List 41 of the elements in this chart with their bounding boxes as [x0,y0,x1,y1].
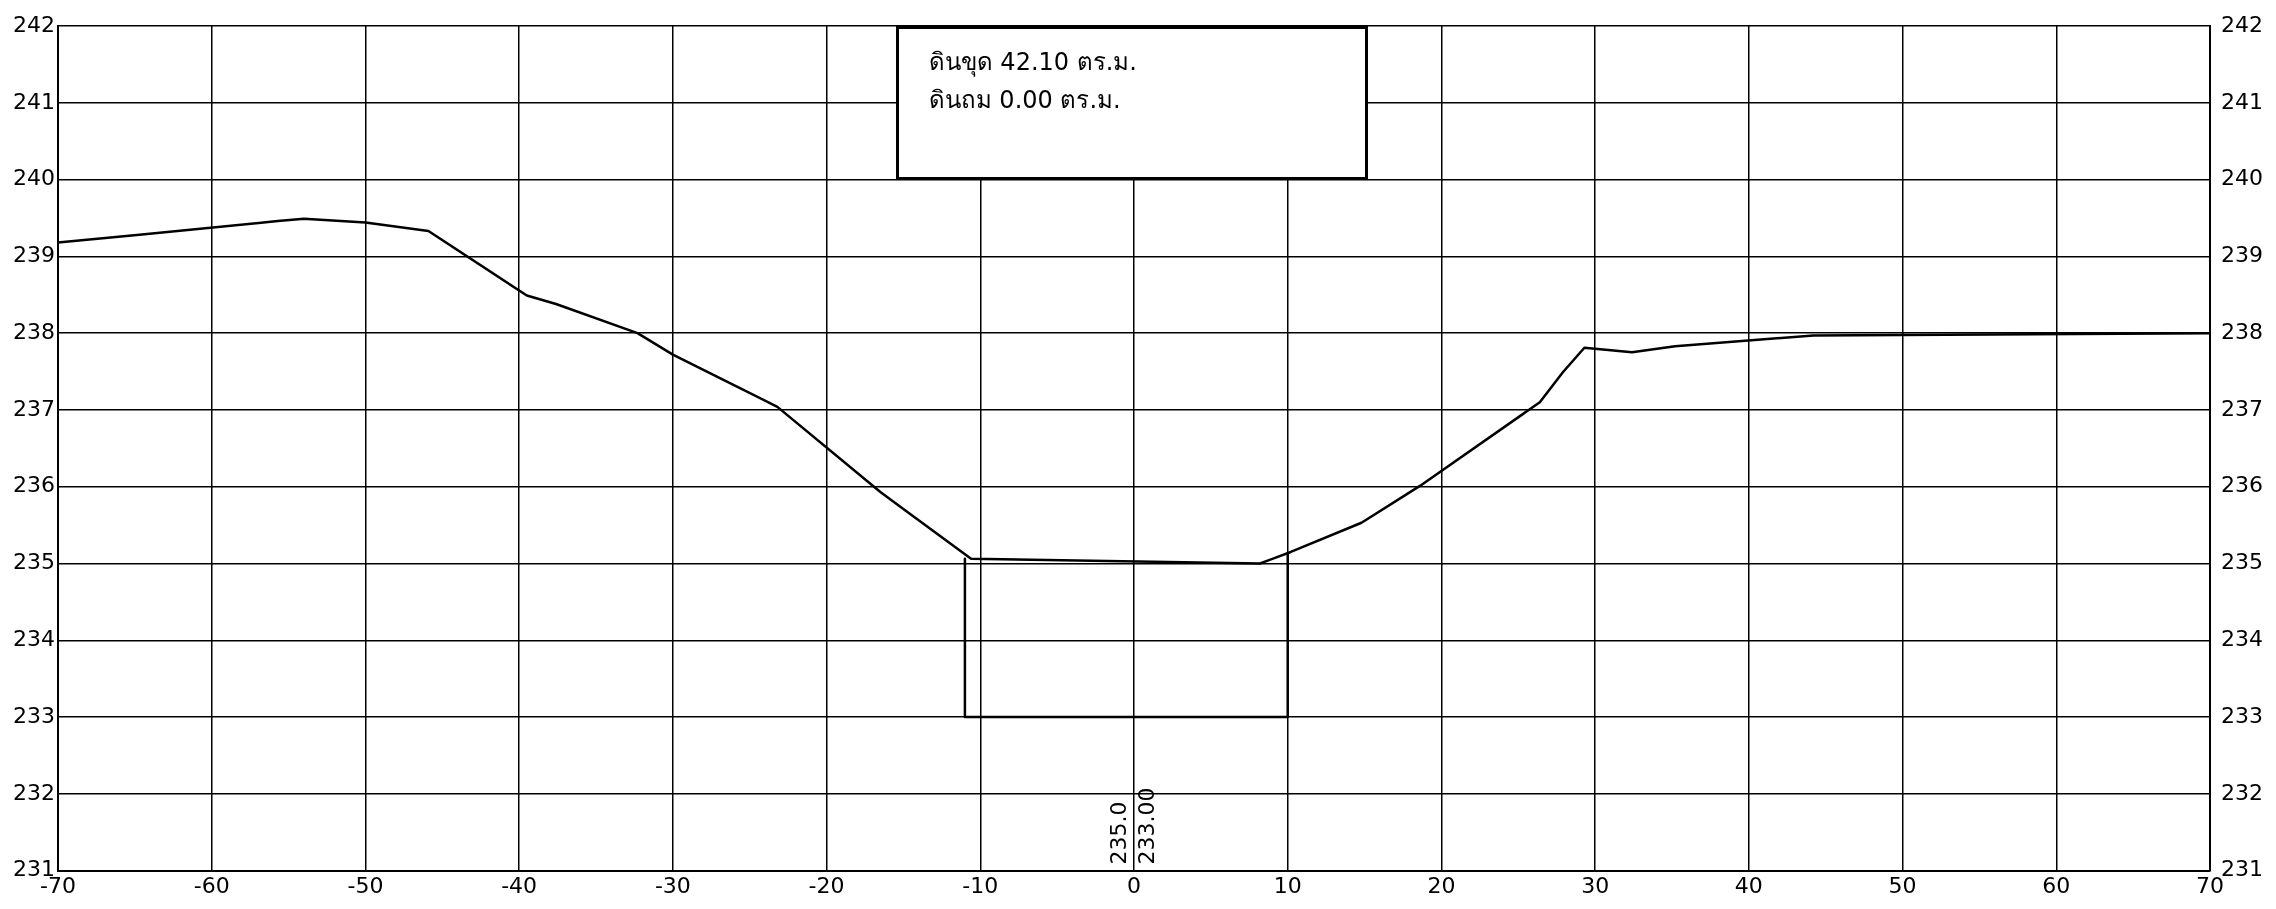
y2-tick-label: 242 [2221,11,2264,37]
x-tick-label: 30 [1581,872,1610,898]
y2-tick-label: 234 [2221,625,2264,651]
annotation: 235.0 [1105,801,1131,865]
y-tick-label: 237 [12,395,55,421]
y2-tick-label: 235 [2221,549,2264,575]
x-tick-label: -10 [962,872,999,898]
annotation: ดินถม 0.00 ตร.ม. [928,85,1122,116]
x-tick-label: -50 [347,872,384,898]
y-tick-label: 232 [12,779,55,805]
annotation: ดินขุด 42.10 ตร.ม. [928,47,1138,79]
y2-tick-label: 233 [2221,702,2264,728]
y-tick-label: 239 [12,242,55,268]
y-tick-label: 233 [12,702,55,728]
x-tick-label: 10 [1273,872,1302,898]
y-tick-label: 241 [12,88,55,114]
y2-tick-label: 239 [2221,242,2264,268]
x-tick-label: -40 [501,872,538,898]
y-tick-label: 236 [12,472,55,498]
label-box: ดินขุด 42.10 ตร.ม. ดินถม 0.00 ตร.ม. [895,26,1368,180]
x-tick-label: -60 [193,872,230,898]
y2-tick-label: 236 [2221,472,2264,498]
y2-tick-label: 238 [2221,318,2264,344]
x-tick-label: -30 [654,872,691,898]
y-tick-label: 242 [12,11,55,37]
annotation: 233.00 [1133,787,1159,865]
y-tick-label: 238 [12,318,55,344]
y-tick-label: 240 [12,165,55,191]
x-tick-label: 20 [1427,872,1456,898]
x-tick-label: 50 [1888,872,1917,898]
x-tick-label: 40 [1734,872,1763,898]
y2-tick-label: 231 [2221,856,2264,882]
y-tick-label: 235 [12,549,55,575]
x-tick-label: -20 [808,872,845,898]
x-tick-label: 60 [2042,872,2071,898]
y2-tick-label: 241 [2221,88,2264,114]
y-tick-label: 234 [12,625,55,651]
y2-tick-label: 240 [2221,165,2264,191]
x-tick-label: 0 [1127,872,1141,898]
y2-tick-label: 232 [2221,779,2264,805]
y2-tick-label: 237 [2221,395,2264,421]
